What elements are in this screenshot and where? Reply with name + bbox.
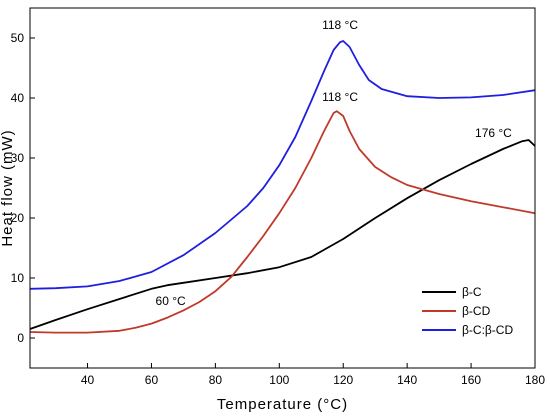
x-tick-label: 180: [525, 373, 545, 387]
x-tick-label: 60: [145, 373, 159, 387]
x-axis-title: Temperature (°C): [217, 396, 348, 413]
x-tick-label: 140: [397, 373, 417, 387]
y-tick-label: 50: [11, 31, 25, 45]
peak-annotation: 118 °C: [322, 90, 358, 104]
y-axis-title: Heat flow (mW): [0, 129, 16, 246]
y-tick-label: 40: [11, 91, 25, 105]
x-tick-label: 160: [461, 373, 481, 387]
y-tick-label: 0: [17, 331, 24, 345]
plot-frame: [29, 7, 536, 369]
series-line-3: [29, 40, 536, 290]
peak-annotation: 118 °C: [322, 18, 358, 32]
series-line-2: [29, 110, 536, 334]
y-tick-label: 30: [11, 151, 25, 165]
tick-layer: 40 60 80 100 120 140 160 180 0 10 20 30 40 50: [11, 31, 546, 387]
legend-label: β-C:β-CD: [462, 323, 513, 337]
legend-label: β-CD: [462, 304, 491, 318]
series-layer: [29, 40, 536, 334]
y-tick-label: 10: [11, 271, 25, 285]
x-tick-label: 100: [269, 373, 289, 387]
peak-annotation: 60 °C: [156, 294, 186, 308]
legend: β-C β-CD β-C:β-CD: [422, 285, 513, 337]
y-tick-label: 20: [11, 211, 25, 225]
x-tick-label: 80: [209, 373, 223, 387]
x-tick-label: 40: [81, 373, 95, 387]
annotation-layer: 118 °C 118 °C 176 °C 60 °C: [156, 18, 513, 308]
peak-annotation: 176 °C: [475, 126, 512, 140]
series-line-1: [29, 139, 536, 330]
x-tick-label: 120: [333, 373, 353, 387]
legend-label: β-C: [462, 285, 482, 299]
